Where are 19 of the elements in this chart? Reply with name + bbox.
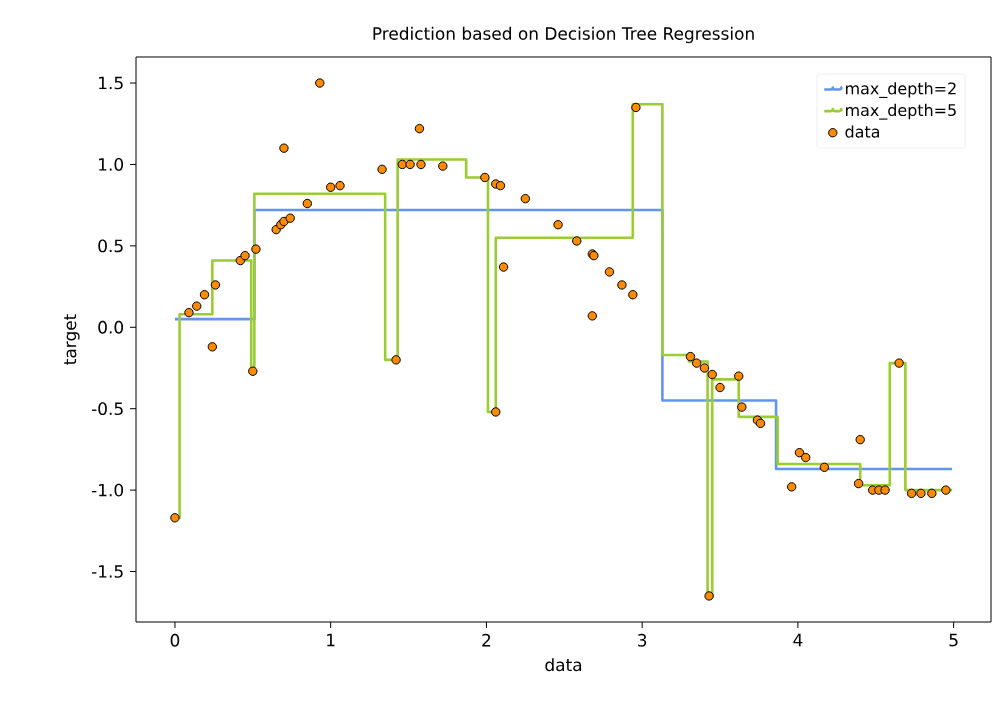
y-tick-label: 1.5 [99,76,123,90]
x-tick-label: 5 [949,633,958,647]
y-tick-label: -1.5 [91,565,123,578]
chart-title: Prediction based on Decision Tree Regression [373,26,754,44]
legend-label: data [845,125,880,138]
x-tick-label: 4 [793,633,803,647]
y-tick-label: -1.0 [91,483,124,497]
y-tick-label: -0.5 [91,402,123,416]
x-tick-label: 2 [482,633,491,647]
y-tick-label: 1.0 [99,158,124,171]
x-tick-label: 0 [170,633,180,647]
legend-label: max_depth=5 [846,103,956,120]
x-tick-label: 3 [638,633,647,647]
y-tick-label: 0.5 [98,239,123,253]
x-tick-label: 1 [327,633,335,647]
legend-label: max_depth=2 [846,82,956,99]
x-axis-title: data [545,658,582,672]
y-axis-title: target [64,314,80,365]
y-tick-label: 0.0 [98,320,124,334]
